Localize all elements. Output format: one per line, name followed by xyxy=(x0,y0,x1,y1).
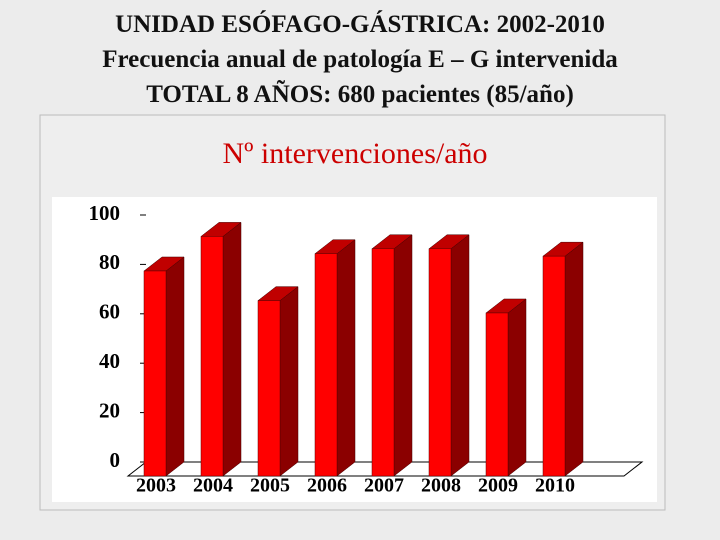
x-tick-label: 2009 xyxy=(478,475,518,497)
y-tick-label: 0 xyxy=(110,448,121,472)
x-tick-label: 2008 xyxy=(421,475,461,497)
x-tick-label: 2005 xyxy=(250,475,290,497)
bar xyxy=(485,312,509,477)
y-tick-label: 60 xyxy=(99,300,120,324)
header-line: UNIDAD ESÓFAGO-GÁSTRICA: 2002-2010 xyxy=(115,10,605,38)
chart-title: Nº intervenciones/año xyxy=(222,137,487,170)
bar xyxy=(143,270,167,477)
y-tick-label: 40 xyxy=(99,349,120,373)
y-tick-label: 100 xyxy=(89,201,121,225)
bar xyxy=(371,248,395,477)
bar-side xyxy=(336,239,356,477)
bar xyxy=(257,300,281,477)
bar xyxy=(200,236,224,477)
bar-side xyxy=(507,298,527,477)
y-tick-label: 20 xyxy=(99,398,120,422)
plot: 0 20 40 60 80 100 2003 2004 2005 2006 2007 2008 2009… xyxy=(89,201,644,497)
bar-side xyxy=(393,234,413,477)
bar-side xyxy=(564,241,584,477)
y-tick-label: 80 xyxy=(99,250,120,274)
x-tick-label: 2003 xyxy=(136,475,176,497)
x-tick-label: 2010 xyxy=(535,475,575,497)
bar-side xyxy=(450,234,470,477)
x-tick-label: 2007 xyxy=(364,475,404,497)
bar-side xyxy=(279,286,299,477)
bar xyxy=(428,248,452,477)
x-tick-label: 2004 xyxy=(193,475,233,497)
header-line: TOTAL 8 AÑOS: 680 pacientes (85/año) xyxy=(146,80,574,108)
x-tick-label: 2006 xyxy=(307,475,347,497)
bar xyxy=(542,255,566,477)
bar-side xyxy=(222,221,242,477)
floor xyxy=(126,461,644,477)
header-line: Frecuencia anual de patología E – G inte… xyxy=(102,46,618,73)
bar xyxy=(314,253,338,477)
bar-side xyxy=(165,256,185,477)
